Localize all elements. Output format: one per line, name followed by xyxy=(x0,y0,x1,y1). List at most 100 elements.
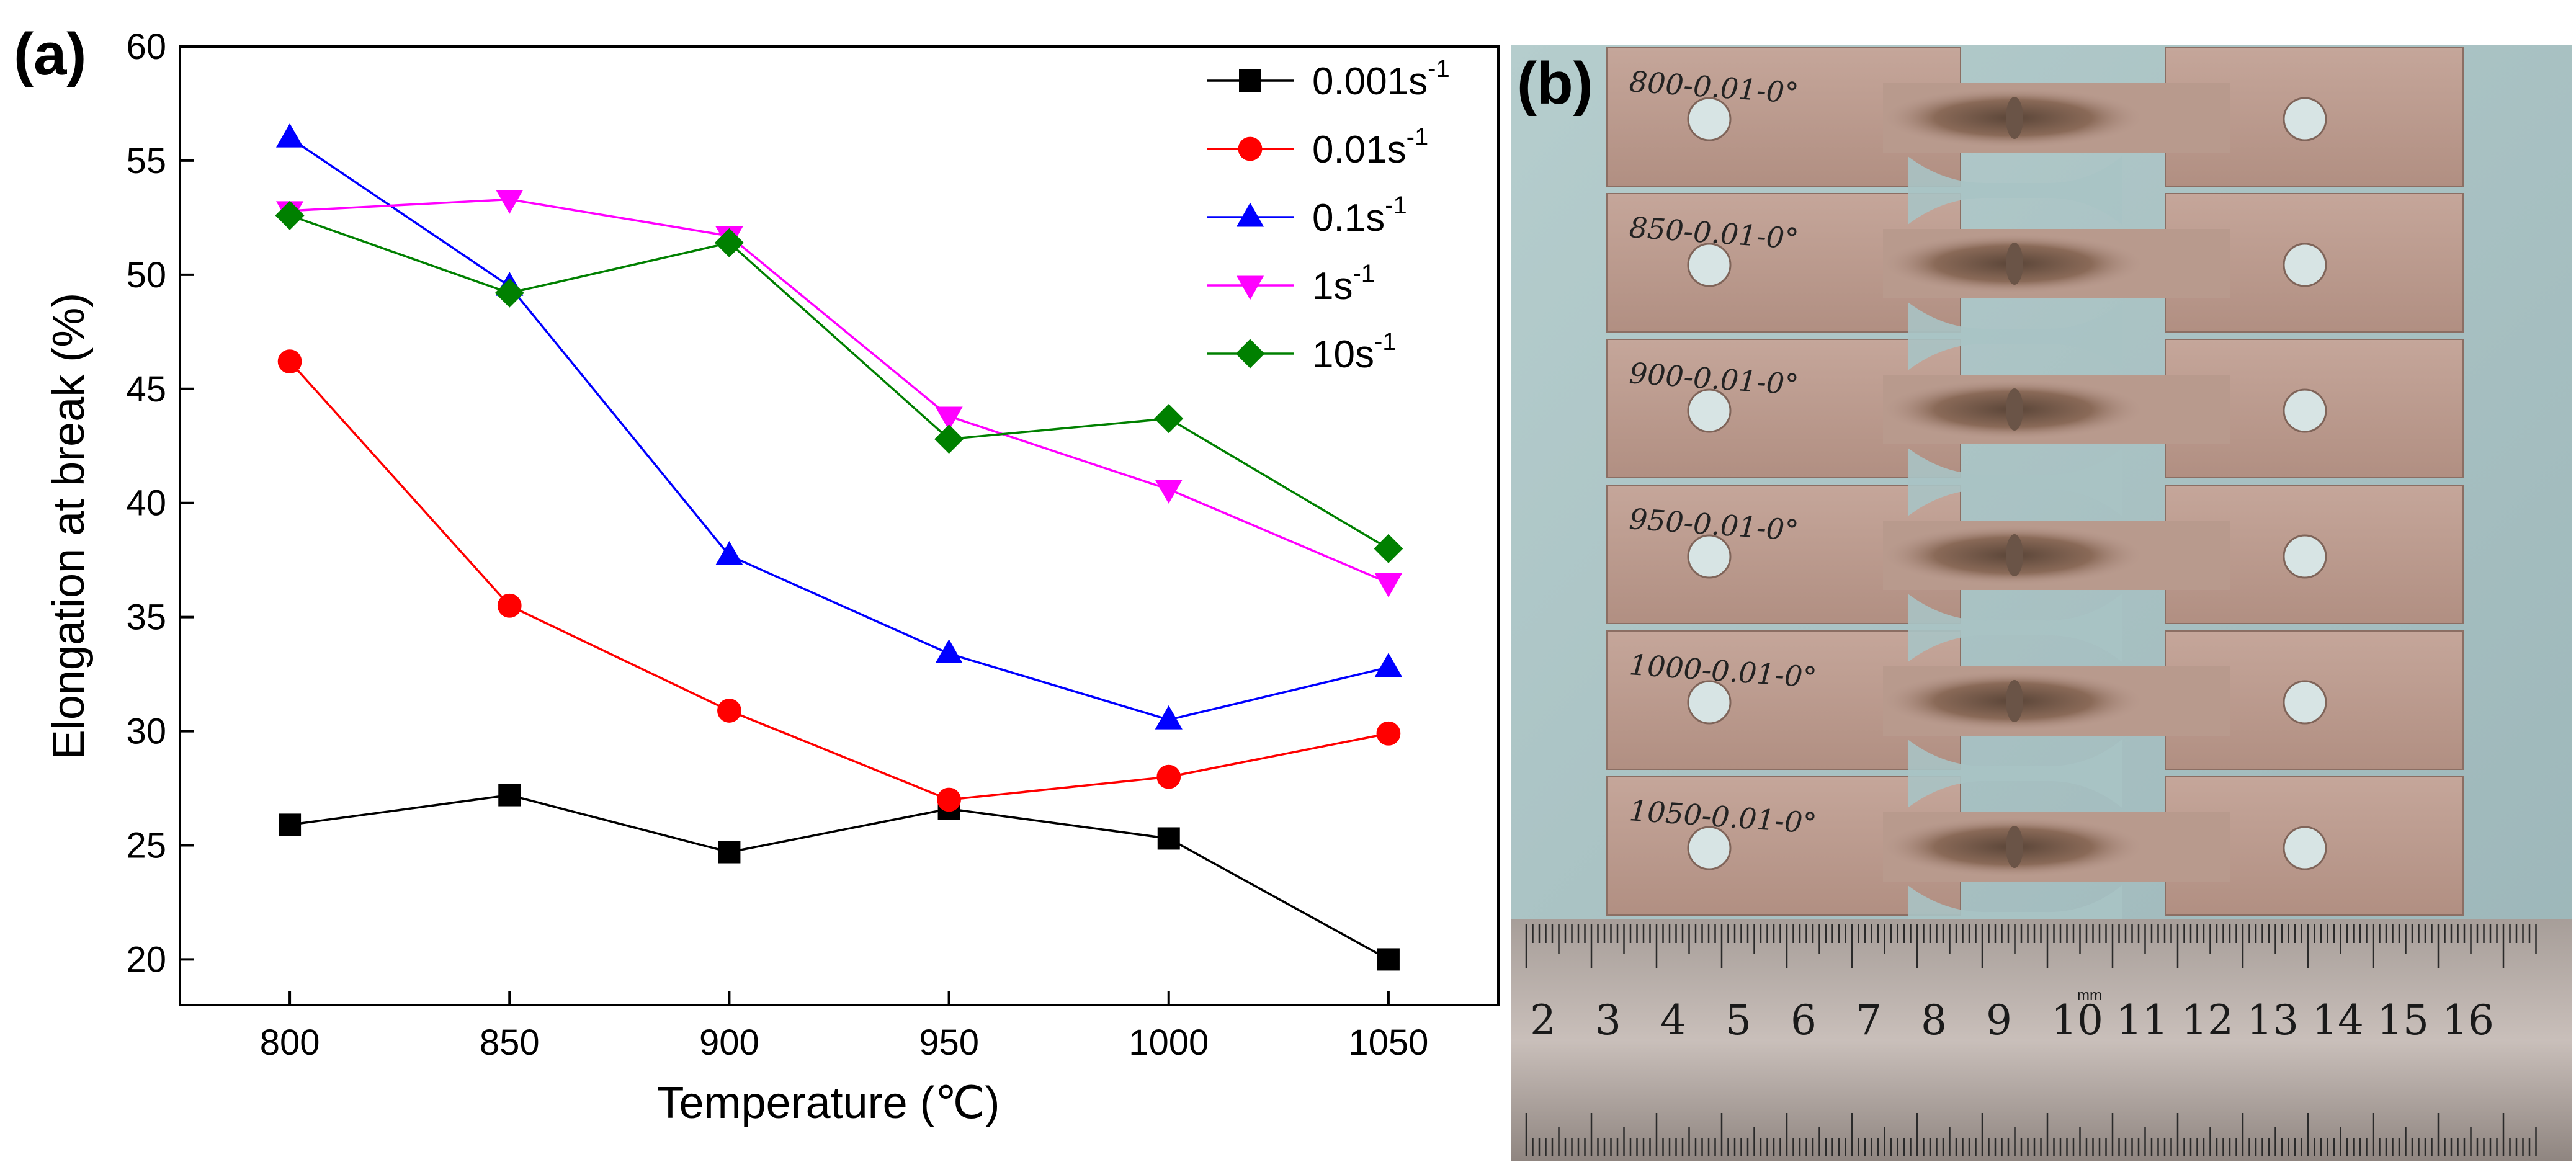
legend-label: 0.01s-1 xyxy=(1312,123,1428,171)
grip-hole xyxy=(1687,534,1732,579)
y-tick-label: 40 xyxy=(126,483,166,524)
legend-exponent: -1 xyxy=(1385,192,1407,219)
legend-label: 1s-1 xyxy=(1312,260,1375,308)
ruler-number: 13 xyxy=(2247,996,2299,1044)
x-tick-label: 1050 xyxy=(1348,1022,1428,1063)
data-point xyxy=(937,787,961,812)
ruler-number: 14 xyxy=(2312,996,2364,1044)
legend-marker xyxy=(1236,202,1264,227)
specimen: 900-0.01-0° xyxy=(1606,339,2464,478)
x-tick-label: 1000 xyxy=(1129,1022,1209,1063)
y-tick-label: 60 xyxy=(126,27,166,67)
ruler-number: 3 xyxy=(1595,996,1621,1044)
ruler-number: 6 xyxy=(1791,996,1817,1044)
grip-hole xyxy=(1687,680,1732,725)
data-point xyxy=(1374,573,1403,597)
data-point xyxy=(494,278,524,308)
specimen: 800-0.01-0° xyxy=(1606,47,2464,187)
series-line xyxy=(289,136,1389,721)
series-5 xyxy=(275,200,1403,563)
ruler-number: 10 xyxy=(2051,996,2103,1044)
fracture-point xyxy=(2006,243,2023,285)
legend-marker xyxy=(1238,136,1263,161)
legend-exponent: -1 xyxy=(1407,123,1429,151)
legend-exponent: -1 xyxy=(1374,328,1397,355)
series-line xyxy=(289,214,1389,550)
ruler: 2 3 4 5 6 7 8 9 10 11 12 13 14 15 16 mm xyxy=(1511,919,2572,1161)
y-axis-label: Elongation at break (%) xyxy=(44,293,94,759)
data-point xyxy=(496,190,524,214)
legend-label: 10s-1 xyxy=(1312,328,1397,376)
specimen-gap xyxy=(1908,594,2122,662)
data-point xyxy=(498,784,521,807)
ruler-unit: mm xyxy=(2077,987,2102,1004)
y-tick-label: 45 xyxy=(126,369,166,409)
grip-hole xyxy=(2283,680,2327,725)
series-line xyxy=(289,198,1389,584)
ruler-number: 4 xyxy=(1660,996,1686,1044)
data-point xyxy=(277,349,302,374)
x-tick-label: 950 xyxy=(919,1022,979,1063)
data-point xyxy=(279,813,302,836)
specimen: 850-0.01-0° xyxy=(1606,193,2464,333)
grip-hole xyxy=(2283,534,2327,579)
data-point xyxy=(1374,534,1403,563)
series-line xyxy=(288,360,1389,801)
ruler-number: 2 xyxy=(1530,996,1556,1044)
grip-hole xyxy=(2283,97,2327,141)
specimen-gap xyxy=(1908,302,2122,370)
grip-hole xyxy=(1687,826,1732,870)
grip-hole xyxy=(1687,243,1732,287)
data-point xyxy=(1377,948,1400,971)
panel-a-label: (a) xyxy=(14,21,86,87)
x-tick-label: 800 xyxy=(260,1022,320,1063)
fracture-point xyxy=(2006,826,2023,868)
specimen: 950-0.01-0° xyxy=(1606,485,2464,624)
legend: 0.001s-1 0.01s-1 0.1s-1 1s-1 10s-1 xyxy=(1207,55,1450,376)
data-point xyxy=(497,593,522,618)
ruler-number: 7 xyxy=(1856,996,1882,1044)
fracture-point xyxy=(2006,388,2023,431)
y-tick-label: 25 xyxy=(126,826,166,866)
x-tick-label: 900 xyxy=(699,1022,759,1063)
legend-exponent: -1 xyxy=(1428,55,1450,83)
grip-hole xyxy=(2283,826,2327,870)
ruler-number: 12 xyxy=(2181,996,2234,1044)
data-point xyxy=(1156,764,1181,789)
data-point xyxy=(1154,404,1184,434)
ruler-number: 9 xyxy=(1986,996,2012,1044)
y-axis-ticks: 20 25 30 35 40 45 50 55 60 xyxy=(126,27,194,980)
y-tick-label: 55 xyxy=(126,141,166,181)
legend-marker xyxy=(1236,275,1264,300)
elongation-chart: (a) 20 25 30 35 40 45 50 55 60 800 850 900 950 1000 1… xyxy=(14,21,1500,1128)
legend-label: 0.001s-1 xyxy=(1312,55,1450,103)
grip-hole xyxy=(1687,97,1732,141)
specimen-gap xyxy=(1908,448,2122,516)
data-point xyxy=(717,699,741,723)
y-tick-label: 35 xyxy=(126,597,166,638)
fracture-point xyxy=(2006,97,2023,139)
ruler-number: 16 xyxy=(2442,996,2494,1044)
series-layer xyxy=(275,123,1403,971)
ruler-number: 5 xyxy=(1725,996,1751,1044)
y-tick-label: 50 xyxy=(126,255,166,295)
ruler-body xyxy=(1511,919,2572,1161)
series-3 xyxy=(275,123,1403,730)
specimen-group: 800-0.01-0°850-0.01-0°900-0.01-0°950-0.0… xyxy=(1606,47,2464,954)
specimen-gap xyxy=(1908,156,2122,225)
data-point xyxy=(1155,705,1183,730)
data-point xyxy=(718,841,741,864)
x-axis-ticks: 800 850 900 950 1000 1050 xyxy=(260,991,1428,1063)
fracture-point xyxy=(2006,534,2023,576)
plot-frame xyxy=(179,45,1500,1006)
data-point xyxy=(934,424,964,454)
x-tick-label: 850 xyxy=(480,1022,540,1063)
data-point xyxy=(715,541,743,565)
y-tick-label: 20 xyxy=(126,939,166,980)
data-point xyxy=(935,406,963,431)
legend-exponent: -1 xyxy=(1353,260,1375,287)
series-2 xyxy=(277,349,1401,812)
specimen: 1050-0.01-0° xyxy=(1606,776,2464,916)
data-point xyxy=(714,228,744,257)
ruler-number: 11 xyxy=(2116,996,2168,1044)
